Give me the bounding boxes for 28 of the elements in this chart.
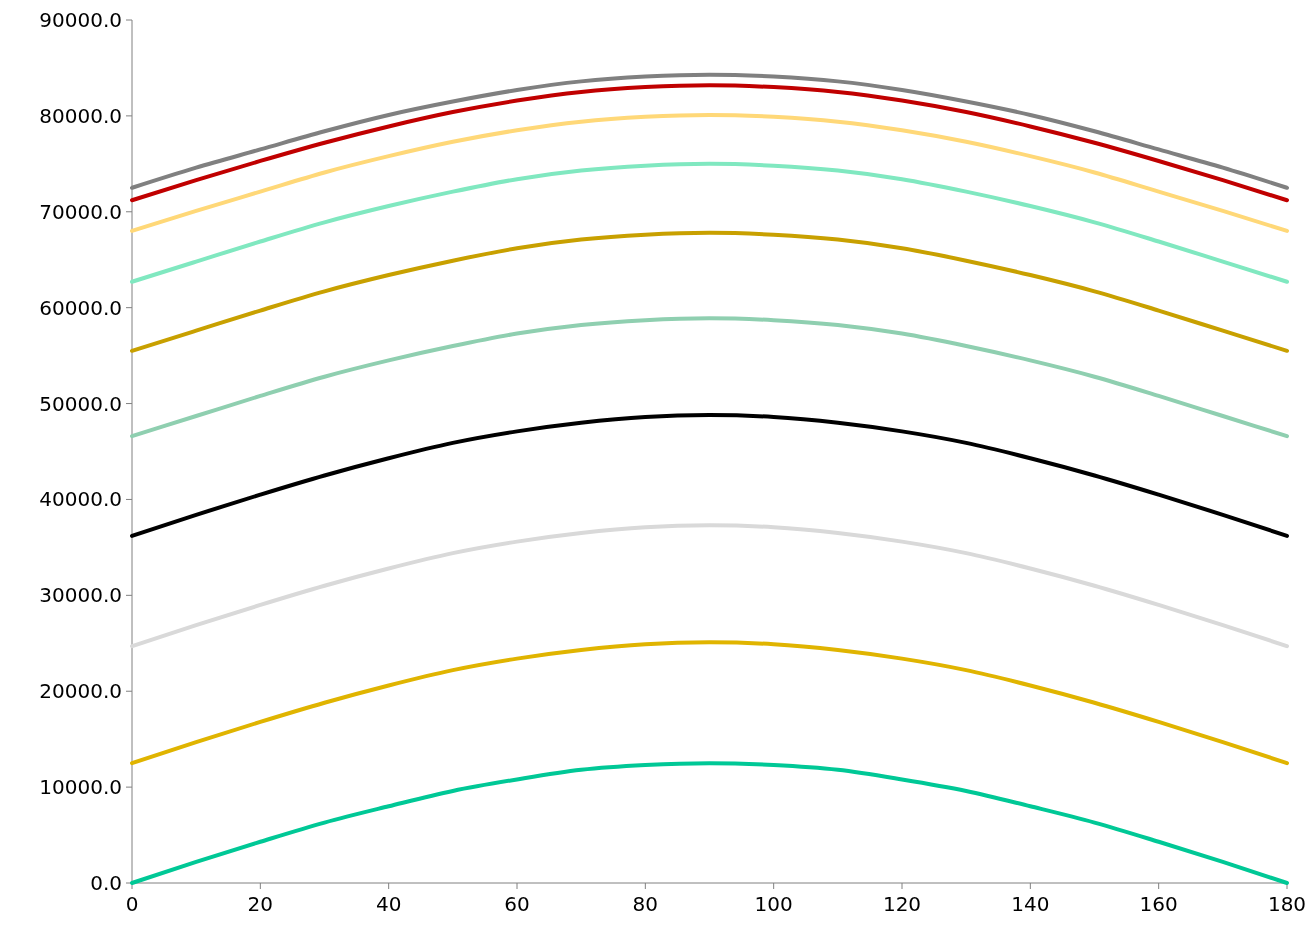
- x-tick-label: 0: [125, 892, 139, 916]
- x-tick-label: 120: [882, 892, 922, 916]
- x-tick-label: 20: [247, 892, 274, 916]
- y-tick-label: 20000.0: [39, 679, 122, 704]
- y-tick-label: 60000.0: [39, 295, 122, 320]
- line-series: [130, 640, 1289, 766]
- y-tick-label: 90000.0: [39, 8, 122, 32]
- y-tick-label: 0.0: [90, 871, 122, 895]
- line-series: [130, 161, 1289, 284]
- y-tick-label: 30000.0: [39, 583, 122, 608]
- y-tick-label: 50000.0: [39, 391, 122, 416]
- y-tick-label: 40000.0: [39, 487, 122, 512]
- y-tick-label: 10000.0: [39, 775, 122, 800]
- y-tick-label: 80000.0: [39, 103, 122, 128]
- x-tick-label: 80: [632, 892, 659, 916]
- line-series: [130, 523, 1289, 649]
- line-series: [130, 83, 1289, 203]
- x-tick-label: 140: [1011, 892, 1050, 916]
- line-series: [130, 316, 1289, 439]
- x-tick-label: 180: [1267, 892, 1307, 916]
- x-tick-label: 160: [1139, 892, 1178, 916]
- x-tick-label: 60: [504, 892, 530, 916]
- line-series: [130, 230, 1289, 353]
- x-tick-label: 100: [754, 892, 793, 916]
- x-tick-label: 40: [375, 892, 402, 916]
- line-series: [130, 413, 1289, 538]
- y-tick-label: 70000.0: [39, 199, 122, 224]
- line-series: [130, 112, 1289, 233]
